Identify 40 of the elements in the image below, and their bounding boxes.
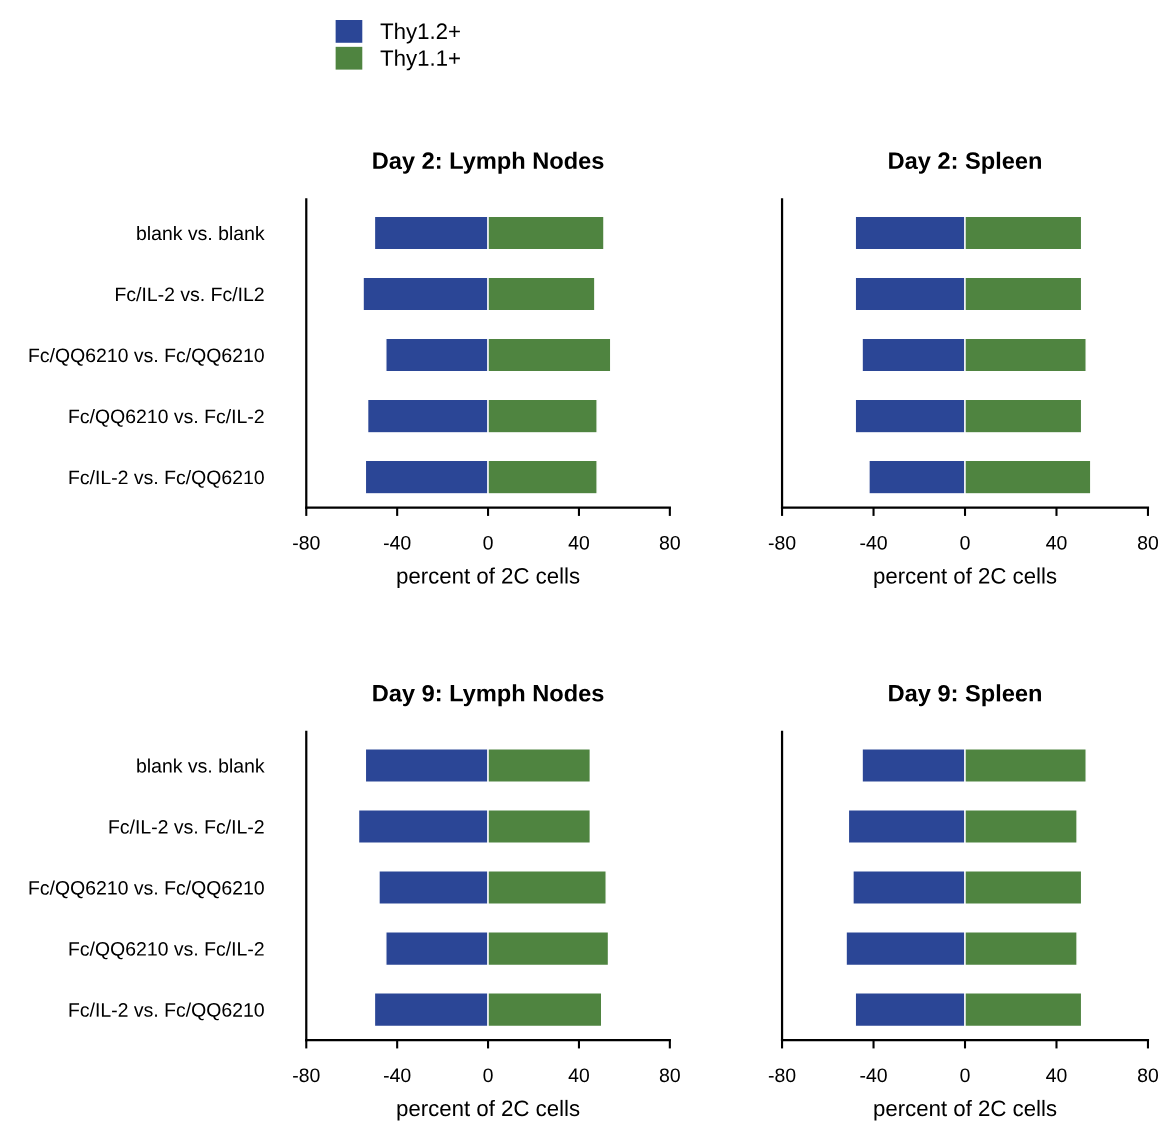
y-tick-label: blank vs. blank (137, 225, 265, 241)
x-tick-label: 80 (1137, 535, 1159, 550)
y-tick-label: blank vs. blank (137, 758, 265, 773)
x-tick-label: 40 (1046, 1068, 1067, 1083)
x-tick-label: 0 (960, 535, 970, 550)
legend-label: Thy1.1+ (380, 49, 460, 71)
x-tick-label: -40 (860, 1068, 887, 1083)
x-tick-label: -40 (383, 1068, 411, 1083)
y-tick-label: Fc/IL-2 vs. Fc/IL2 (116, 286, 264, 302)
x-tick-label: -80 (293, 535, 320, 550)
x-tick-label: -40 (860, 535, 887, 550)
x-tick-label: 0 (960, 1068, 970, 1083)
x-tick-label: -80 (768, 1068, 796, 1083)
y-tick-label: Fc/IL-2 vs. Fc/IL-2 (109, 819, 264, 834)
y-tick-label: Fc/QQ6210 vs. Fc/QQ6210 (29, 347, 264, 366)
x-tick-label: 40 (568, 1068, 589, 1083)
x-tick-label: -40 (383, 535, 411, 550)
x-axis-title: percent of 2C cells (874, 1099, 1057, 1121)
x-tick-label: 0 (483, 535, 493, 550)
x-axis-title: percent of 2C cells (397, 1099, 580, 1121)
y-tick-label: Fc/IL-2 vs. Fc/QQ6210 (69, 1002, 264, 1021)
x-axis-title: percent of 2C cells (397, 567, 580, 589)
y-tick-label: Fc/QQ6210 vs. Fc/IL-2 (69, 409, 264, 427)
x-tick-label: 40 (568, 535, 589, 550)
y-tick-label: Fc/QQ6210 vs. Fc/QQ6210 (29, 880, 264, 899)
legend-label: Thy1.2+ (380, 22, 460, 44)
chart-title: Day 2: Lymph Nodes (373, 151, 604, 174)
x-tick-label: 80 (659, 1068, 680, 1083)
x-tick-label: 40 (1046, 535, 1067, 550)
x-tick-label: 0 (483, 1068, 493, 1083)
y-tick-label: Fc/IL-2 vs. Fc/QQ6210 (69, 470, 264, 488)
chart-title: Day 2: Spleen (889, 151, 1041, 174)
x-tick-label: 80 (659, 535, 680, 550)
chart-title: Day 9: Lymph Nodes (373, 684, 604, 707)
x-tick-label: -80 (293, 1068, 320, 1083)
x-axis-title: percent of 2C cells (874, 567, 1057, 589)
x-tick-label: -80 (768, 535, 796, 550)
y-tick-label: Fc/QQ6210 vs. Fc/IL-2 (69, 941, 264, 960)
x-tick-label: 80 (1137, 1068, 1159, 1083)
chart-title: Day 9: Spleen (889, 684, 1041, 707)
